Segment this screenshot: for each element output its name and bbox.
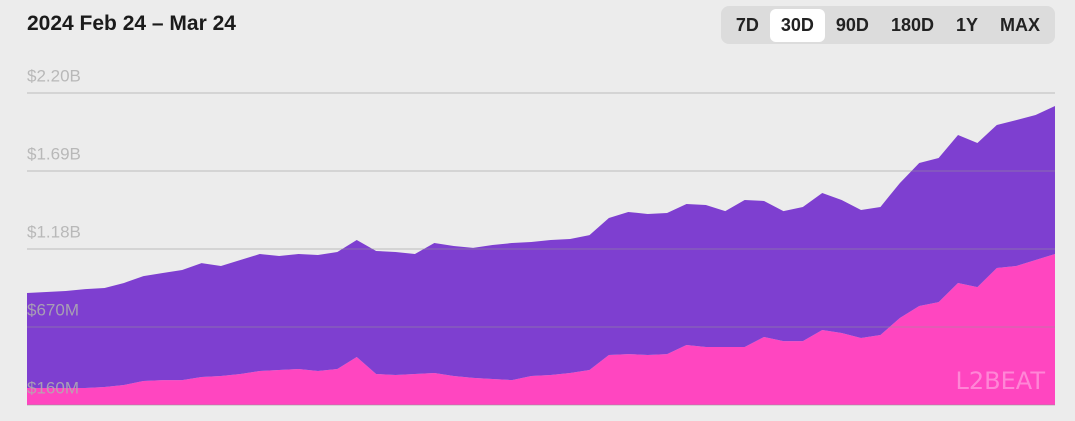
area (27, 106, 1055, 389)
range-button[interactable]: 30D (769, 8, 825, 42)
watermark: L2BEAT (956, 367, 1046, 395)
y-tick-label: $670M (27, 300, 79, 319)
y-tick-label: $160M (27, 378, 79, 397)
range-selector: 7D 30D 90D 180D 1Y MAX (720, 6, 1055, 44)
y-tick-label: $1.18B (27, 222, 81, 241)
range-button[interactable]: 180D (890, 14, 934, 35)
area (27, 254, 1055, 405)
y-tick-label: $1.69B (27, 144, 81, 163)
range-button[interactable]: MAX (1000, 14, 1040, 35)
range-button[interactable]: 7D (735, 14, 759, 35)
chart-title: 2024 Feb 24 – Mar 24 (27, 12, 236, 35)
y-tick-label: $2.20B (27, 66, 81, 85)
range-button[interactable]: 1Y (955, 14, 978, 35)
range-button[interactable]: 90D (835, 14, 869, 35)
